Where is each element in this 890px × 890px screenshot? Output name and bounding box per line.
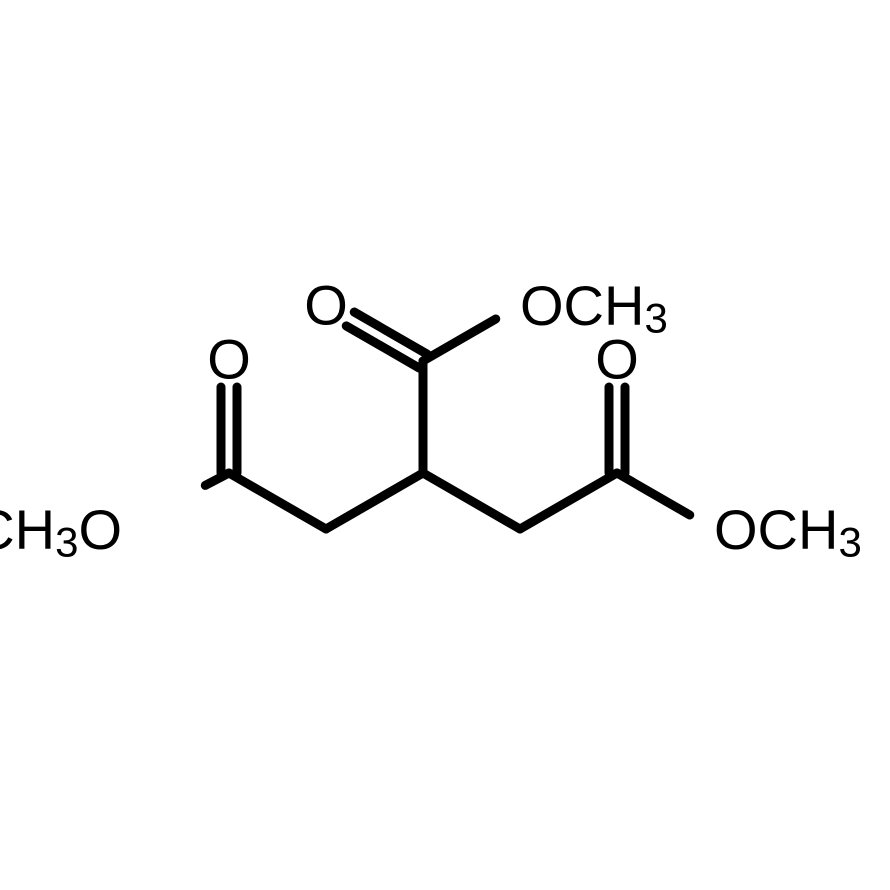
background xyxy=(0,0,890,890)
atom-label-o_left_dbl: O xyxy=(207,328,251,391)
atom-label-o_top_dbl: O xyxy=(304,274,348,337)
molecule-diagram: CH3OOOOCH3OOCH3 xyxy=(0,0,890,890)
atom-label-o_right_dbl: O xyxy=(595,328,639,391)
